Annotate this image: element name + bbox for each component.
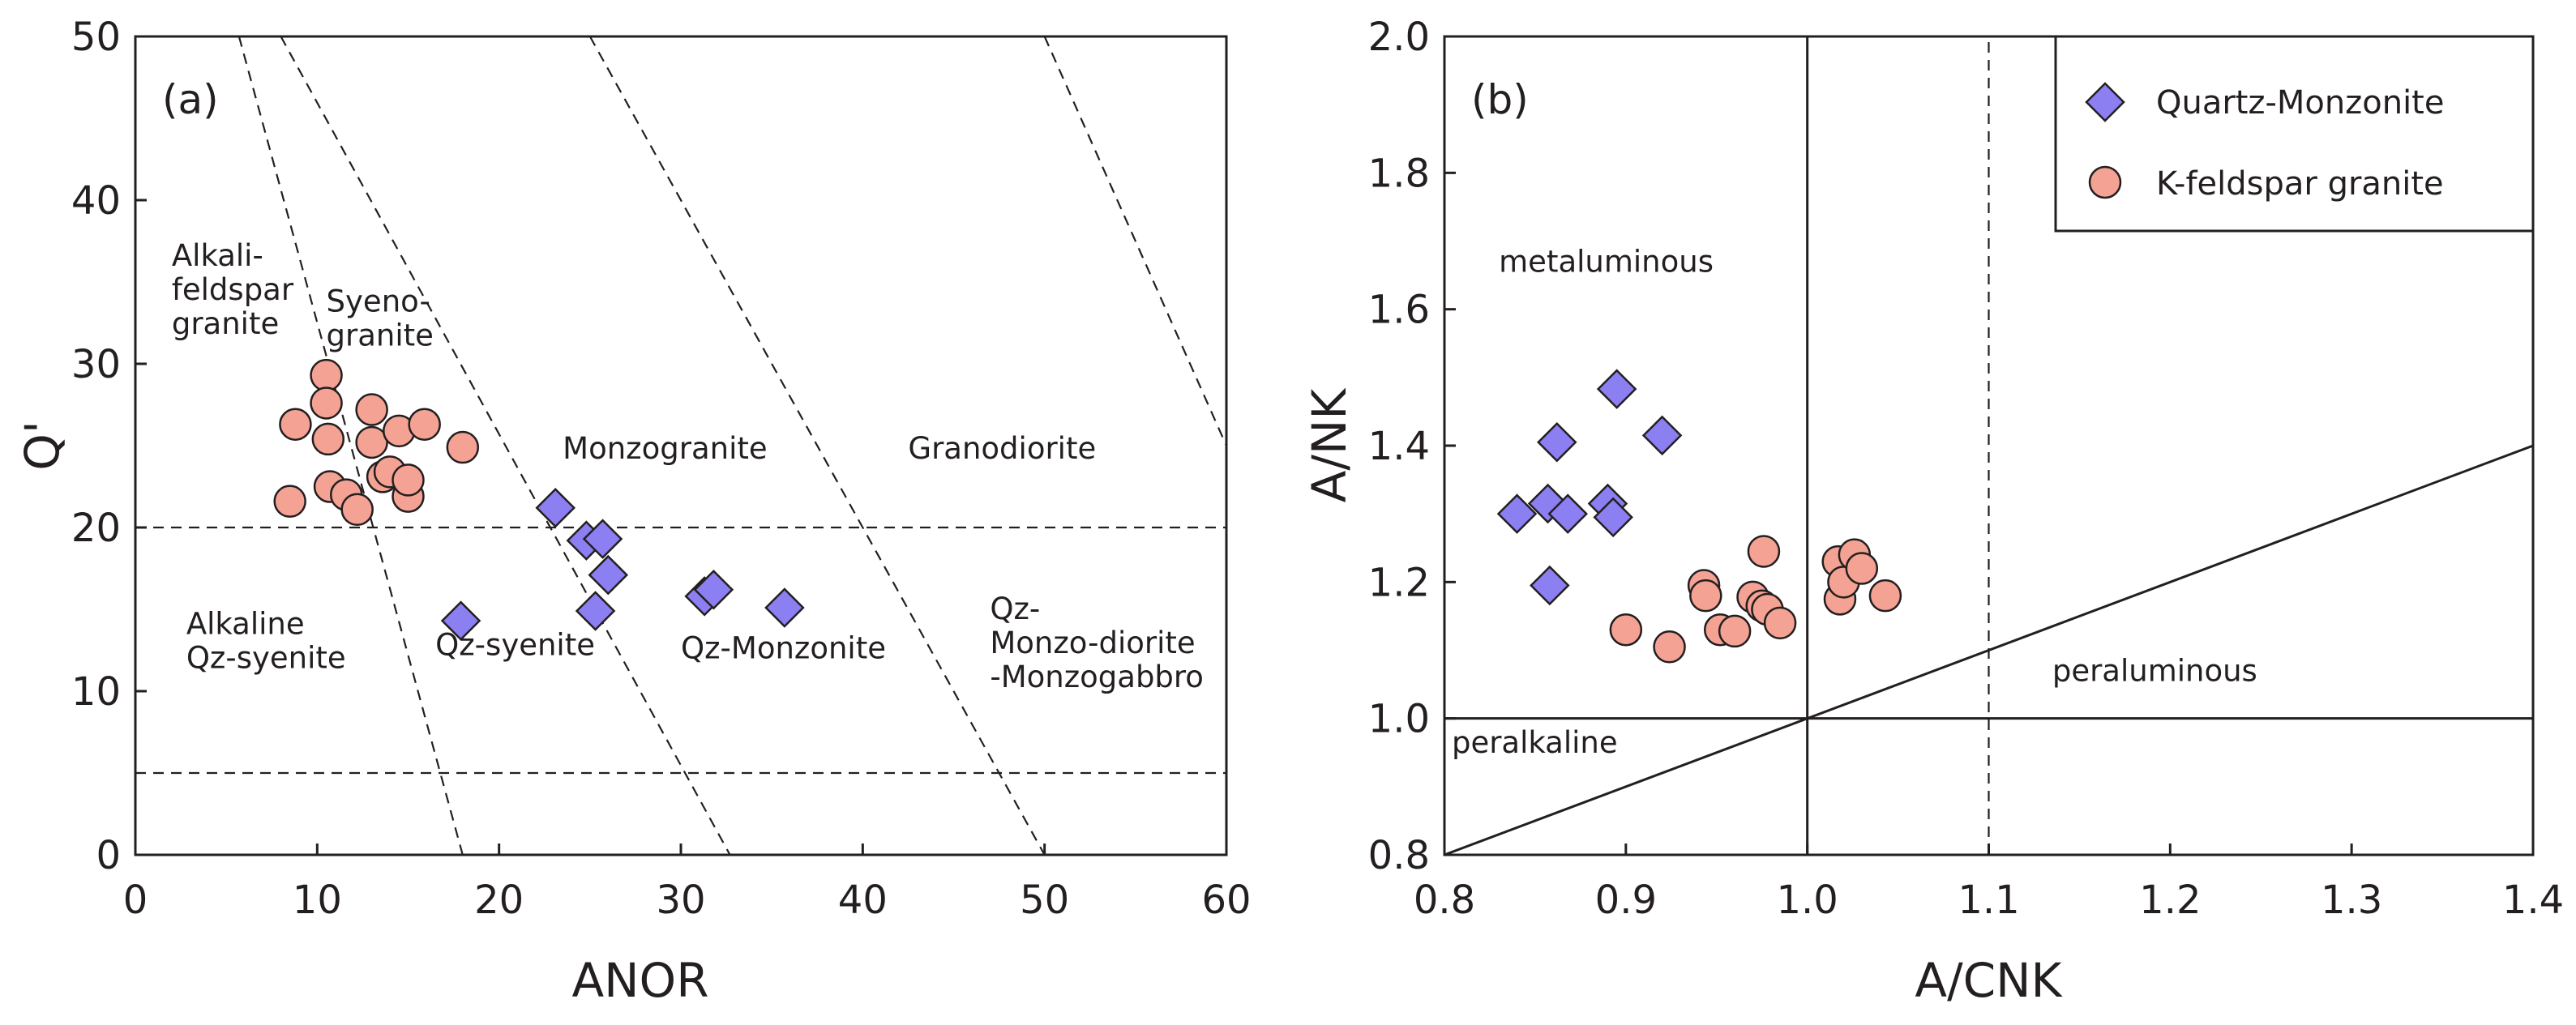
panel-a-region-label-granodiorite: Granodiorite	[908, 431, 1096, 466]
panel-b-quartz-monzonite-point	[1530, 565, 1570, 606]
panel-a-boundary-line-3	[1043, 36, 1226, 446]
panel-a-boundary-line-2	[588, 36, 1046, 855]
panel-b-quartz-monzonite-point	[1641, 415, 1683, 456]
panel-b-quartz-monzonite-point	[1496, 493, 1538, 534]
panel-a-y-tick-label: 10	[71, 669, 121, 715]
panel-b-k-feldspar-granite-point	[1868, 579, 1902, 613]
panel-a-x-tick-label: 20	[474, 878, 524, 923]
panel-b-x-tick-label: 1.1	[1958, 878, 2019, 923]
panel-b-region-label-metaluminous: metaluminous	[1499, 244, 1714, 279]
panel-b-region-label-peralkaline: peralkaline	[1452, 725, 1618, 760]
panel-a-x-tick-label: 0	[123, 878, 148, 923]
panel-a-y-axis-title: Q'	[15, 421, 70, 471]
panel-a-k-feldspar-granite-point	[311, 422, 345, 456]
panel-a-x-tick-label: 10	[293, 878, 342, 923]
legend-label-quartz-monzonite: Quartz-Monzonite	[2156, 84, 2444, 122]
panel-a-region-label-syeno-granite: Syeno-granite	[327, 284, 434, 352]
panel-a-y-tick-label: 40	[71, 178, 121, 224]
panel-a-y-tick-label: 50	[71, 15, 121, 60]
panel-b-y-tick-label: 2.0	[1368, 15, 1430, 60]
panel-b-y-tick-label: 1.8	[1368, 151, 1430, 196]
panel-b-x-tick-label: 1.0	[1776, 878, 1838, 923]
panel-a-quartz-monzonite-point	[693, 569, 734, 610]
panel-a-region-label-alkali-feldspar-granite: Alkali-feldspar granite	[172, 238, 294, 341]
panel-b-y-axis-title: A/NK	[1302, 387, 1357, 503]
legend-diamond-marker	[2085, 82, 2125, 122]
panel-b-x-tick-label: 1.2	[2139, 878, 2201, 923]
panel-b-quartz-monzonite-point	[1593, 497, 1633, 538]
panel-a-k-feldspar-granite-point	[279, 408, 312, 441]
panel-a-boundary-line-0	[237, 36, 464, 855]
panel-b-y-tick-label: 1.4	[1368, 424, 1430, 469]
panel-a-label: (a)	[162, 76, 219, 123]
panel-a-x-axis-title: ANOR	[571, 953, 708, 1008]
panel-a-region-label-qz-monzo-diorite-monzogabbro: Qz-Monzo-diorite -Monzogabbro	[990, 592, 1204, 694]
panel-a-k-feldspar-granite-point	[408, 408, 441, 441]
panel-b-region-label-peraluminous: peraluminous	[2052, 653, 2257, 688]
panel-a-k-feldspar-granite-point	[355, 425, 388, 459]
panel-a-k-feldspar-granite-point	[273, 485, 306, 518]
panel-b-x-axis-title: A/CNK	[1915, 953, 2063, 1008]
panel-b: 0.8 0.9 1.0 1.1 1.2 1.3 1.4 0.8 1.0 1.2 1.4 1.6 1.8 2…	[1302, 15, 2564, 1008]
panel-b-x-tick-label: 0.8	[1414, 878, 1475, 923]
panel-b-x-tick-label: 1.3	[2321, 878, 2382, 923]
panel-a-quartz-monzonite-point	[440, 600, 481, 641]
panel-a-x-tick-label: 60	[1201, 878, 1251, 923]
panel-b-y-tick-label: 1.0	[1368, 697, 1430, 742]
panel-b-k-feldspar-granite-point	[1763, 606, 1797, 640]
panel-a-quartz-monzonite-point	[575, 591, 616, 631]
legend-box	[2054, 35, 2535, 233]
panel-b-k-feldspar-granite-point	[1653, 630, 1686, 664]
panel-a-quartz-monzonite-point	[582, 519, 623, 559]
panel-a-k-feldspar-granite-point	[310, 358, 343, 392]
panel-b-k-feldspar-granite-point	[1845, 552, 1879, 585]
panel-a-x-tick-label: 40	[838, 878, 888, 923]
panel-b-y-tick-label: 1.6	[1368, 288, 1430, 333]
panel-a-k-feldspar-granite-point	[310, 387, 343, 420]
panel-a-k-feldspar-granite-point	[446, 430, 480, 464]
panel-a-x-tick-label: 50	[1020, 878, 1069, 923]
panel-b-quartz-monzonite-point	[1596, 369, 1637, 409]
panel-b-x-tick-label: 0.9	[1595, 878, 1657, 923]
panel-b-y-tick-label: 0.8	[1368, 833, 1430, 878]
panel-a-quartz-monzonite-point	[588, 554, 629, 596]
panel-a-k-feldspar-granite-point	[340, 493, 374, 527]
panel-a-k-feldspar-granite-point	[392, 463, 425, 497]
panel-a-region-label-qz-monzonite: Qz-Monzonite	[681, 631, 886, 666]
legend-label-k-feldspar-granite: K-feldspar granite	[2156, 165, 2444, 203]
panel-a-y-tick-label: 0	[96, 833, 121, 878]
panel-b-label: (b)	[1471, 76, 1529, 123]
panel-a-k-feldspar-granite-point	[355, 393, 388, 426]
panel-b-k-feldspar-granite-point	[1689, 579, 1722, 613]
panel-a-quartz-monzonite-point	[764, 587, 805, 628]
panel-b-quartz-monzonite-point	[1537, 422, 1577, 463]
panel-a-y-tick-label: 20	[71, 506, 121, 551]
panel-b-k-feldspar-granite-point	[1718, 614, 1752, 648]
panel-b-y-tick-label: 1.2	[1368, 560, 1430, 605]
panel-b-k-feldspar-granite-point	[1747, 535, 1781, 568]
panel-a-y-tick-label: 30	[71, 342, 121, 387]
panel-a-x-tick-label: 30	[656, 878, 705, 923]
panel-a-region-label-monzogranite: Monzogranite	[563, 431, 767, 466]
panel-b-x-tick-label: 1.4	[2502, 878, 2564, 923]
panel-b-k-feldspar-granite-point	[1609, 613, 1643, 647]
panel-a: 0 10 20 30 40 50 60 0 10 20 30 40 50 Alkali-feldspar…	[15, 15, 1252, 1008]
panel-b-quartz-monzonite-point	[1547, 493, 1588, 534]
legend: Quartz-Monzonite K-feldspar granite	[2054, 35, 2535, 233]
panel-a-region-label-alkaline-qz-syenite: Alkaline Qz-syenite	[186, 606, 346, 675]
legend-circle-marker	[2088, 165, 2122, 199]
panel-a-quartz-monzonite-point	[535, 487, 576, 528]
panel-a-boundary-line-1	[280, 36, 731, 855]
